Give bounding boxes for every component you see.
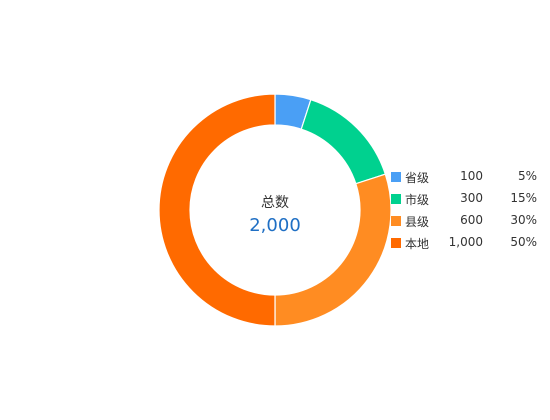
legend-name: 县级: [405, 215, 430, 229]
legend-name: 市级: [405, 193, 430, 207]
legend-percent: 15%: [510, 191, 537, 205]
legend-item-provincial[interactable]: 省级 100 5%: [389, 168, 545, 190]
legend-value: 600: [460, 213, 483, 227]
legend-name: 本地: [405, 237, 430, 251]
legend-swatch: [391, 194, 401, 204]
legend-item-city[interactable]: 市级 300 15%: [389, 190, 545, 212]
donut-slice-3[interactable]: [158, 93, 276, 327]
donut-slice-1[interactable]: [300, 98, 387, 185]
legend-value: 1,000: [448, 235, 483, 249]
legend-swatch: [391, 238, 401, 248]
legend-percent: 30%: [510, 213, 537, 227]
legend-percent: 5%: [517, 169, 537, 183]
center-title: 总数: [261, 195, 289, 211]
legend-percent: 50%: [510, 235, 537, 249]
center-total: 2,000: [249, 215, 301, 236]
legend-item-county[interactable]: 县级 600 30%: [389, 212, 545, 234]
legend: 省级 100 5% 市级 300 15% 县级 600 30% 本地 1,000…: [389, 168, 545, 256]
legend-name: 省级: [405, 171, 430, 185]
legend-swatch: [391, 172, 401, 182]
legend-item-local[interactable]: 本地 1,000 50%: [389, 234, 545, 256]
legend-swatch: [391, 216, 401, 226]
legend-value: 100: [460, 169, 483, 183]
legend-value: 300: [460, 191, 483, 205]
